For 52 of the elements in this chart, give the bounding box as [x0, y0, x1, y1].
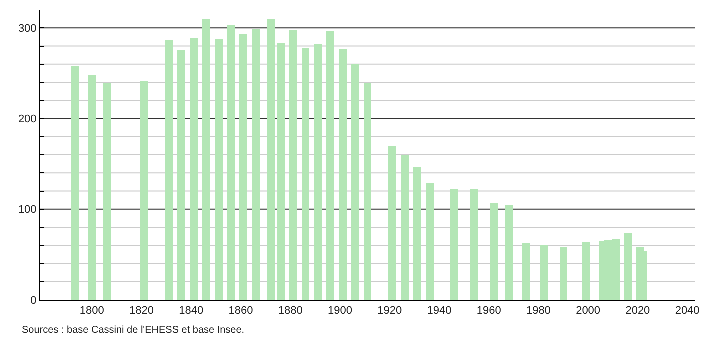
y-tick-label: 200: [18, 114, 37, 126]
bar: [339, 49, 347, 300]
bar: [314, 44, 322, 300]
x-tick-label: 1800: [80, 305, 104, 318]
x-tick-label: 1980: [526, 305, 551, 318]
bar: [302, 48, 309, 300]
bar: [490, 203, 498, 300]
y-tick-label: 0: [30, 294, 37, 307]
bar: [71, 66, 79, 300]
x-tick-label: 1940: [427, 305, 452, 318]
bar: [165, 40, 173, 300]
x-tick-label: 1860: [228, 305, 254, 318]
x-tick-label: 2020: [626, 305, 650, 318]
bar: [505, 205, 513, 300]
bar: [624, 233, 632, 300]
bar: [388, 146, 396, 300]
bar: [277, 43, 285, 300]
bar: [351, 64, 359, 300]
x-tick-label: 1900: [328, 305, 352, 318]
bar: [413, 167, 421, 300]
bar: [267, 19, 275, 300]
bar: [326, 31, 334, 300]
y-tick-label: 100: [18, 204, 37, 216]
source-note: Sources : base Cassini de l'EHESS et base Insee.: [22, 325, 245, 336]
bar: [289, 30, 297, 300]
bar: [582, 242, 590, 300]
bar: [239, 34, 247, 300]
x-tick-label: 1840: [179, 305, 204, 318]
bar: [560, 247, 567, 300]
x-tick-label: 2000: [576, 305, 601, 318]
bar: [540, 245, 548, 300]
y-tick-label: 300: [18, 22, 37, 35]
bar: [103, 83, 111, 300]
x-tick-label: 1820: [129, 305, 154, 318]
x-tick-label: 2040: [675, 305, 700, 318]
bar: [470, 189, 478, 300]
bar: [450, 189, 458, 300]
bar: [227, 25, 235, 300]
bar: [140, 81, 148, 300]
x-tick-label: 1880: [278, 305, 303, 318]
bar: [522, 243, 530, 300]
bar: [88, 75, 96, 300]
bar: [190, 38, 198, 300]
bar: [364, 83, 371, 300]
bar: [202, 19, 210, 300]
bar: [426, 183, 434, 300]
bar: [401, 155, 409, 300]
x-tick-label: 1920: [378, 305, 402, 318]
x-tick-label: 1960: [476, 305, 502, 318]
bar: [215, 39, 223, 300]
bar: [177, 50, 185, 300]
bar: [252, 29, 260, 300]
